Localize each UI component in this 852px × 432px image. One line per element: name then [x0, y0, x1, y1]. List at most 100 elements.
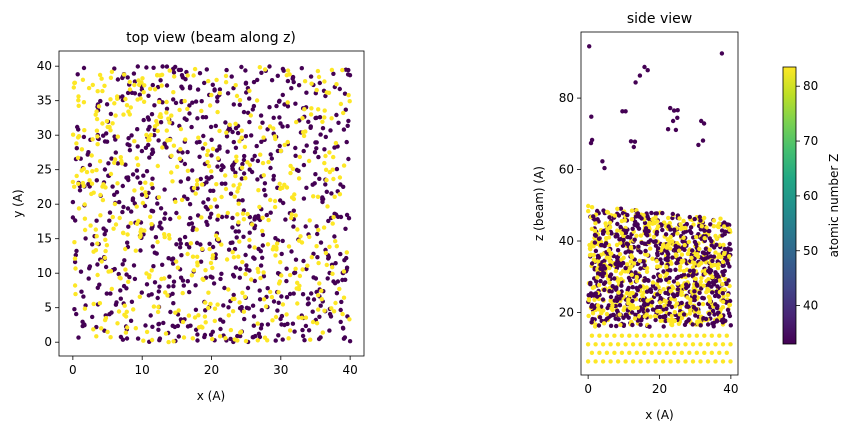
top-view-point — [251, 314, 257, 319]
side-view-substrate-point — [724, 333, 729, 338]
top-view-point — [259, 322, 264, 327]
side-view-sputtered-point — [675, 115, 680, 121]
top-view-point — [139, 192, 145, 197]
top-view-point — [104, 131, 109, 136]
top-view-point — [99, 326, 104, 331]
top-view-point — [152, 124, 158, 129]
top-view-point — [319, 297, 324, 302]
top-view-point — [226, 305, 231, 310]
top-view-point — [339, 299, 344, 305]
top-view-point — [133, 248, 138, 253]
top-view-point — [72, 256, 78, 261]
top-view-point — [271, 299, 277, 304]
top-view-point — [206, 305, 211, 311]
side-view-film-point — [684, 282, 689, 287]
top-view-point — [318, 240, 324, 245]
side-view-film-point — [654, 229, 660, 235]
top-view-point — [219, 181, 225, 186]
top-view-point — [282, 182, 287, 187]
side-view-film-point — [650, 256, 655, 261]
top-view-point — [331, 154, 336, 160]
top-view-point — [163, 290, 168, 295]
side-view-film-point — [629, 217, 635, 222]
top-view-point — [199, 108, 204, 114]
top-view-point — [278, 121, 283, 126]
side-view-film-point — [703, 316, 709, 322]
top-view-point — [337, 192, 343, 197]
side-view-film-point — [714, 289, 719, 294]
top-view-point — [271, 115, 276, 121]
top-view-point — [258, 249, 263, 254]
top-view-point — [239, 176, 244, 181]
side-view-film-point — [593, 248, 599, 254]
top-view-point — [127, 148, 133, 153]
top-view-point — [225, 149, 230, 154]
top-view-point — [78, 269, 84, 274]
top-view-point — [93, 227, 99, 232]
top-view-point — [318, 132, 323, 137]
top-view-point — [182, 234, 188, 240]
top-view-point — [170, 323, 175, 328]
top-view-point — [76, 206, 82, 211]
side-view-film-point — [646, 229, 651, 234]
top-view-point — [266, 217, 271, 223]
side-view-film-point — [706, 268, 711, 274]
top-view-point — [259, 70, 264, 76]
top-view-point — [331, 176, 336, 182]
top-view-point — [273, 338, 278, 343]
top-view-point — [195, 332, 200, 337]
top-view-point — [143, 180, 148, 185]
top-view-point — [258, 263, 264, 268]
top-view-point — [309, 81, 314, 86]
top-view-x-tick-label: 30 — [273, 363, 288, 377]
top-view-point — [284, 295, 290, 300]
top-view-point — [153, 235, 159, 240]
top-view-point — [102, 255, 108, 260]
side-view-film-point — [645, 308, 650, 313]
side-view-film-point — [676, 321, 682, 326]
side-view-film-point — [646, 239, 651, 245]
top-view-point — [151, 304, 157, 309]
top-view-point — [108, 291, 113, 296]
top-view-point — [265, 338, 270, 343]
top-view-point — [215, 156, 221, 161]
side-view-film-point — [706, 277, 711, 282]
top-view-point — [120, 230, 126, 235]
top-view-point — [89, 181, 95, 186]
side-view-film-point — [666, 318, 672, 323]
top-view-point — [261, 270, 266, 275]
top-view-point — [281, 200, 286, 206]
top-view-point — [327, 150, 332, 155]
side-view-film-point — [681, 268, 687, 274]
top-view-point — [222, 285, 227, 291]
top-view-point — [230, 296, 235, 302]
top-view-point — [276, 333, 281, 338]
side-view-substrate-point — [675, 342, 681, 347]
top-view-point — [317, 115, 323, 120]
top-view-point — [341, 184, 346, 189]
side-view-film-point — [601, 271, 607, 276]
top-view-point — [159, 83, 164, 88]
top-view-point — [231, 255, 237, 260]
top-view-point — [317, 314, 322, 319]
side-view-film-point — [605, 230, 611, 236]
top-view-point — [149, 268, 154, 273]
top-view-point — [82, 216, 88, 221]
top-view-point — [202, 80, 207, 86]
side-view-film-point — [630, 226, 635, 231]
side-view-film-point — [589, 226, 595, 232]
top-view-point — [156, 327, 161, 332]
top-view-point — [82, 227, 88, 233]
top-view-point — [238, 266, 243, 272]
side-view-film-point — [682, 322, 688, 327]
top-view-point — [340, 311, 345, 317]
top-view-point — [347, 317, 352, 322]
side-view-film-point — [601, 229, 606, 234]
top-view-point — [95, 272, 100, 278]
top-view-point — [305, 302, 311, 307]
top-view-point — [160, 262, 165, 267]
top-view-point — [256, 331, 262, 336]
side-view-film-point — [664, 264, 669, 270]
top-view-point — [123, 162, 128, 167]
side-view-film-point — [667, 275, 672, 281]
